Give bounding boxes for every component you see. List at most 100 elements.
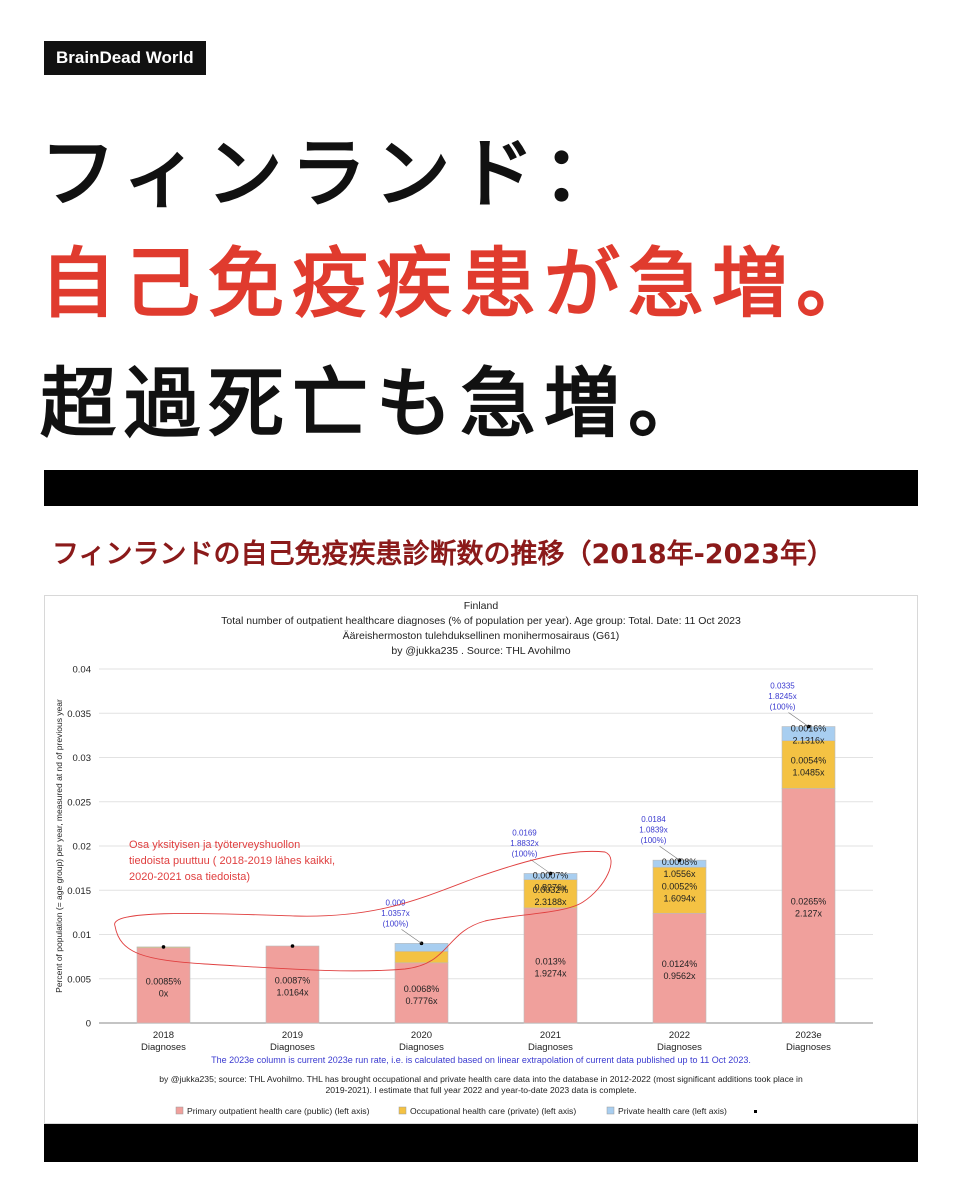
bar-public: [265, 945, 320, 1024]
total-leader-line: [659, 845, 680, 861]
total-label: 1.0839x: [639, 826, 667, 835]
data-label: 0.0008%: [662, 857, 698, 867]
y-tick-label: 0.025: [67, 797, 91, 808]
chart-title-line: Total number of outpatient healthcare di…: [221, 615, 741, 627]
chart-note: The 2023e column is current 2023e run ra…: [211, 1055, 751, 1065]
data-label: 0.0085%: [146, 976, 182, 986]
bar-occupational: [394, 951, 449, 964]
x-tick-sublabel: Diagnoses: [399, 1042, 444, 1053]
annotation-text: 2020-2021 osa tiedoista): [129, 871, 250, 883]
y-tick-label: 0.04: [73, 665, 92, 676]
total-marker: [161, 945, 166, 949]
y-axis-label: Percent of population (= age group) per …: [54, 699, 64, 993]
x-tick-label: 2023e: [795, 1030, 821, 1041]
y-tick-label: 0.03: [73, 753, 92, 764]
total-label: 0.0335: [770, 682, 795, 691]
total-label: 0.0169: [512, 828, 537, 837]
chart-title-line: Ääreishermoston tulehduksellinen moniher…: [343, 630, 620, 642]
total-leader-line: [401, 929, 422, 944]
ratio-label: 0x: [159, 988, 169, 998]
legend-swatch-public: [175, 1106, 184, 1115]
y-tick-label: 0.005: [67, 974, 91, 985]
data-label: 0.0032%: [533, 885, 569, 895]
y-tick-label: 0.02: [73, 842, 92, 853]
x-tick-sublabel: Diagnoses: [657, 1042, 702, 1053]
x-tick-label: 2021: [540, 1030, 561, 1041]
bar-public: [136, 947, 191, 1024]
y-tick-label: 0: [86, 1019, 91, 1030]
chart-source: 2019-2021). I estimate that full year 20…: [326, 1085, 637, 1095]
x-tick-sublabel: Diagnoses: [528, 1042, 573, 1053]
legend-label: Occupational health care (private) (left…: [410, 1106, 576, 1116]
divider-bar-top: [44, 470, 918, 506]
data-label: 0.0068%: [404, 984, 440, 994]
total-label: 0.009: [385, 898, 406, 907]
legend-swatch-private: [606, 1106, 615, 1115]
total-label: (100%): [512, 849, 538, 858]
total-label: (100%): [383, 919, 409, 928]
bar-chart: Finland Total number of outpatient health…: [54, 600, 873, 1116]
annotation-text: tiedoista puuttuu ( 2018-2019 lähes kaik…: [129, 855, 335, 867]
total-marker: [806, 724, 811, 729]
x-tick-label: 2018: [153, 1030, 174, 1041]
annotation-ellipse: [114, 850, 612, 972]
ratio-label: 2.1316x: [792, 736, 825, 746]
x-tick-sublabel: Diagnoses: [786, 1042, 831, 1053]
total-label: 1.8245x: [768, 692, 796, 701]
total-label: 1.0357x: [381, 909, 409, 918]
total-leader-line: [788, 712, 809, 727]
divider-bar-bottom: [44, 1124, 918, 1162]
legend-label: Primary outpatient health care (public) …: [187, 1106, 370, 1116]
legend-swatch-total: [754, 1110, 757, 1113]
total-label: (100%): [770, 703, 796, 712]
y-tick-label: 0.01: [73, 930, 92, 941]
y-tick-label: 0.035: [67, 709, 91, 720]
headline-line-2: 自己免疫疾患が急増。: [40, 239, 880, 328]
ratio-label: 0.9562x: [663, 971, 696, 981]
bar-occupational: [652, 866, 707, 914]
data-label: 0.0265%: [791, 897, 827, 907]
chart-source: by @jukka235; source: THL Avohilmo. THL …: [159, 1074, 803, 1084]
data-label: 0.0087%: [275, 976, 311, 986]
ratio-label: 1.9274x: [534, 968, 567, 978]
ratio-label: 1.6094x: [663, 893, 696, 903]
data-label: 0.0124%: [662, 959, 698, 969]
x-tick-sublabel: Diagnoses: [141, 1042, 186, 1053]
ratio-label: 2.127x: [795, 909, 823, 919]
bar-public: [781, 788, 836, 1024]
x-tick-sublabel: Diagnoses: [270, 1042, 315, 1053]
x-tick-label: 2020: [411, 1030, 432, 1041]
ratio-label: 0.8276x: [534, 882, 567, 892]
data-label: 0.0052%: [662, 881, 698, 891]
total-marker: [677, 858, 682, 862]
x-tick-label: 2022: [669, 1030, 690, 1041]
bar-public: [523, 907, 578, 1024]
data-label: 0.013%: [535, 956, 566, 966]
total-label: 1.8832x: [510, 839, 538, 848]
total-label: 0.0184: [641, 815, 666, 824]
y-tick-label: 0.015: [67, 886, 91, 897]
x-tick-label: 2019: [282, 1030, 303, 1041]
bar-public: [394, 962, 449, 1024]
data-label: 0.0007%: [533, 870, 569, 880]
total-leader-line: [530, 859, 551, 874]
total-marker: [290, 944, 295, 948]
legend-label: Private health care (left axis): [618, 1106, 727, 1116]
chart-title-line: Finland: [464, 600, 499, 612]
bar-public: [652, 912, 707, 1024]
brand-badge: BrainDead World: [44, 41, 206, 75]
data-label: 0.0016%: [791, 724, 827, 734]
ratio-label: 1.0556x: [663, 869, 696, 879]
total-marker: [419, 941, 424, 946]
bar-occupational: [781, 740, 836, 789]
chart-subtitle: フィンランドの自己免疫疾患診断数の推移（2018年-2023年）: [52, 539, 834, 570]
headline-line-3: 超過死亡も急増。: [40, 359, 712, 448]
total-label: (100%): [641, 836, 667, 845]
chart-frame: Finland Total number of outpatient health…: [44, 595, 918, 1124]
legend-swatch-occupational: [398, 1106, 407, 1115]
chart-title-line: by @jukka235 . Source: THL Avohilmo: [391, 645, 570, 657]
ratio-label: 0.7776x: [405, 996, 438, 1006]
ratio-label: 2.3188x: [534, 897, 567, 907]
data-label: 0.0054%: [791, 756, 827, 766]
headline-line-1: フィンランド：: [40, 129, 627, 218]
